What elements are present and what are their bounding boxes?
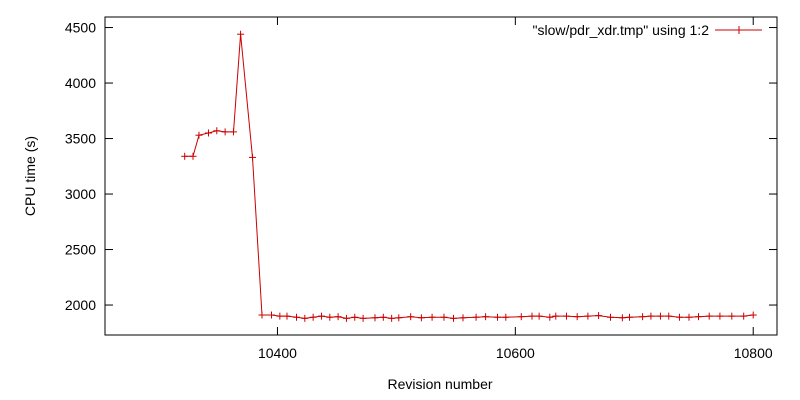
x-axis-label: Revision number <box>387 376 492 392</box>
data-point <box>268 311 276 319</box>
y-tick-label: 3000 <box>65 186 96 202</box>
x-tick-label: 10800 <box>734 345 773 361</box>
y-axis-label: CPU time (s) <box>22 136 38 216</box>
data-point <box>326 313 334 321</box>
data-point <box>647 312 655 320</box>
data-point <box>351 313 359 321</box>
data-point <box>248 153 256 161</box>
data-point <box>685 313 693 321</box>
data-point <box>606 313 614 321</box>
data-point <box>749 311 757 319</box>
data-point <box>379 313 387 321</box>
data-point <box>705 312 713 320</box>
data-point <box>449 314 457 322</box>
plot-frame <box>104 16 778 336</box>
data-point <box>309 313 317 321</box>
x-tick-label: 10600 <box>496 345 535 361</box>
data-point <box>371 314 379 322</box>
data-point <box>359 314 367 322</box>
data-point <box>675 313 683 321</box>
data-point <box>237 30 245 38</box>
y-axis: 2000 2500 3000 3500 4000 4500 <box>65 20 777 313</box>
data-point <box>528 312 536 320</box>
data-point <box>459 314 467 322</box>
data-point <box>517 313 525 321</box>
data-point <box>562 312 570 320</box>
data-point <box>334 313 342 321</box>
data-point <box>189 152 197 160</box>
data-point <box>395 314 403 322</box>
data-point <box>665 312 673 320</box>
data-point <box>472 313 480 321</box>
data-point <box>204 129 212 137</box>
data-point <box>493 313 501 321</box>
legend-label: "slow/pdr_xdr.tmp" using 1:2 <box>533 22 710 38</box>
x-axis: 1040010600108001100011200 <box>258 17 773 361</box>
data-point <box>317 312 325 320</box>
data-point <box>502 313 510 321</box>
data-point <box>618 314 626 322</box>
data-point <box>181 152 189 160</box>
data-point <box>213 127 221 135</box>
data-point <box>195 131 203 139</box>
legend: "slow/pdr_xdr.tmp" using 1:2 <box>533 22 762 38</box>
data-point <box>626 313 634 321</box>
data-point <box>546 313 554 321</box>
data-point <box>535 312 543 320</box>
data-point <box>428 313 436 321</box>
data-point <box>595 312 603 320</box>
series-layer <box>181 30 757 322</box>
data-point <box>258 311 266 319</box>
y-tick-label: 2500 <box>65 242 96 258</box>
data-point <box>716 312 724 320</box>
data-point <box>301 314 309 322</box>
data-point <box>584 312 592 320</box>
data-point <box>283 312 291 320</box>
data-point <box>639 313 647 321</box>
data-point <box>573 313 581 321</box>
data-point <box>221 128 229 136</box>
data-point <box>388 314 396 322</box>
data-point <box>656 312 664 320</box>
data-point <box>292 313 300 321</box>
y-tick-label: 3500 <box>65 131 96 147</box>
data-point <box>728 312 736 320</box>
data-point <box>407 313 415 321</box>
y-tick-label: 4000 <box>65 75 96 91</box>
data-point <box>695 313 703 321</box>
y-tick-label: 2000 <box>65 297 96 313</box>
data-point <box>342 314 350 322</box>
series-line <box>184 34 754 319</box>
x-tick-label: 10400 <box>258 345 297 361</box>
data-point <box>276 312 284 320</box>
data-point <box>440 313 448 321</box>
data-point <box>740 312 748 320</box>
data-point <box>482 313 490 321</box>
data-point <box>417 314 425 322</box>
data-point <box>229 128 237 136</box>
y-tick-label: 4500 <box>65 20 96 36</box>
data-point <box>552 312 560 320</box>
